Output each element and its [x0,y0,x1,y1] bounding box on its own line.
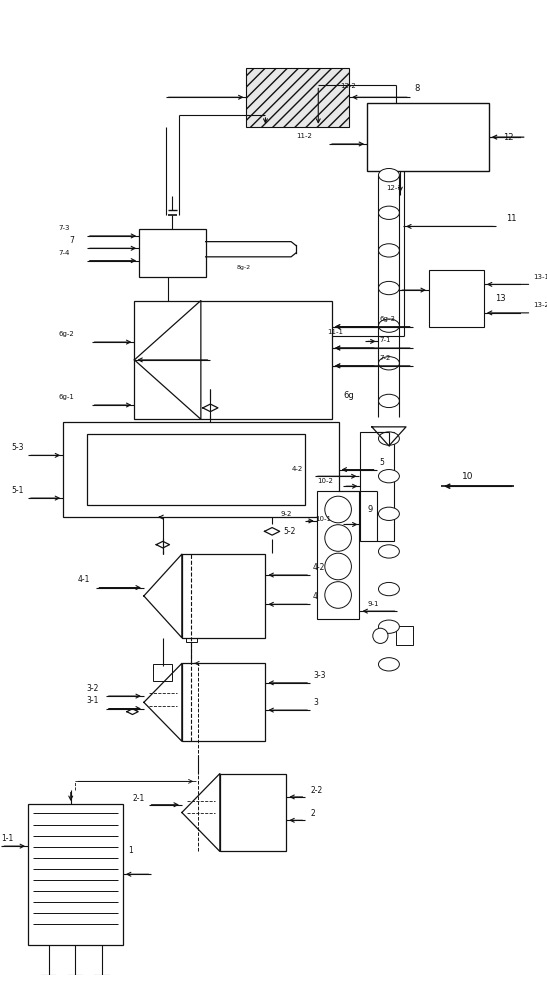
Bar [153,664,172,681]
Circle shape [325,582,351,608]
Text: 4-2: 4-2 [291,466,302,472]
Bar [317,491,359,619]
Bar [63,422,339,517]
Bar [185,630,197,642]
Text: 10: 10 [462,472,474,481]
Text: 7: 7 [70,236,74,245]
Text: 13-1: 13-1 [533,274,547,280]
Text: 7-2: 7-2 [380,355,391,361]
Circle shape [325,553,351,580]
Text: 1: 1 [127,846,132,855]
Text: 7-1: 7-1 [380,337,391,343]
Bar [429,270,484,327]
Text: 12-2: 12-2 [340,83,356,89]
Text: 5: 5 [380,458,385,467]
Ellipse shape [379,168,399,182]
Text: 4-1: 4-1 [77,575,90,584]
Text: 7-4: 7-4 [59,250,70,256]
Text: 5-3: 5-3 [11,443,24,452]
Circle shape [325,525,351,551]
Text: 2: 2 [310,809,315,818]
Text: 11-1: 11-1 [327,329,343,335]
Ellipse shape [379,281,399,295]
Text: 3: 3 [313,698,318,707]
Text: 10-2: 10-2 [318,478,334,484]
Ellipse shape [95,995,110,1000]
Text: 8: 8 [415,84,420,93]
Ellipse shape [68,995,83,1000]
Text: 4: 4 [313,592,318,601]
Text: 5-2: 5-2 [283,527,296,536]
Bar [139,229,206,277]
Text: 6g-1: 6g-1 [59,394,74,400]
Bar [367,103,488,171]
Ellipse shape [379,244,399,257]
Bar [182,663,265,741]
Bar [360,432,394,541]
Text: 9-1: 9-1 [367,601,379,607]
Text: 12-1: 12-1 [386,185,402,191]
Text: 10-1: 10-1 [315,516,331,522]
Bar [220,774,286,851]
Text: 7-3: 7-3 [59,225,70,231]
Ellipse shape [379,394,399,408]
Ellipse shape [379,545,399,558]
Text: 2-1: 2-1 [132,794,145,803]
Bar [87,434,305,505]
Bar [182,554,265,638]
Text: 13: 13 [496,294,506,303]
Ellipse shape [379,582,399,596]
Text: 9: 9 [367,505,373,514]
Bar [28,804,123,945]
Text: 3-3: 3-3 [313,671,325,680]
Text: 1-1: 1-1 [2,834,14,843]
Text: 4-2: 4-2 [313,563,325,572]
Ellipse shape [379,357,399,370]
Ellipse shape [379,319,399,332]
Text: 12: 12 [503,133,514,142]
Ellipse shape [379,206,399,219]
Ellipse shape [379,470,399,483]
Circle shape [325,496,351,523]
Text: 3-2: 3-2 [87,684,99,693]
Text: 6g-3: 6g-3 [380,316,395,322]
Ellipse shape [379,432,399,445]
Text: 5-1: 5-1 [11,486,24,495]
Text: 11-2: 11-2 [296,133,312,139]
Text: 2-2: 2-2 [310,786,322,795]
Bar [247,68,349,127]
Ellipse shape [41,995,56,1000]
Ellipse shape [379,620,399,633]
Text: 11: 11 [506,214,516,223]
Ellipse shape [379,658,399,671]
Ellipse shape [379,507,399,520]
Bar [135,301,332,419]
Text: 8g-2: 8g-2 [236,265,251,270]
Bar [395,626,412,645]
Text: 9-2: 9-2 [281,511,292,517]
Text: 13-2: 13-2 [533,302,547,308]
Circle shape [373,628,388,643]
Text: 3-1: 3-1 [87,696,99,705]
Text: 6g: 6g [344,391,354,400]
Text: 6g-2: 6g-2 [59,331,74,337]
